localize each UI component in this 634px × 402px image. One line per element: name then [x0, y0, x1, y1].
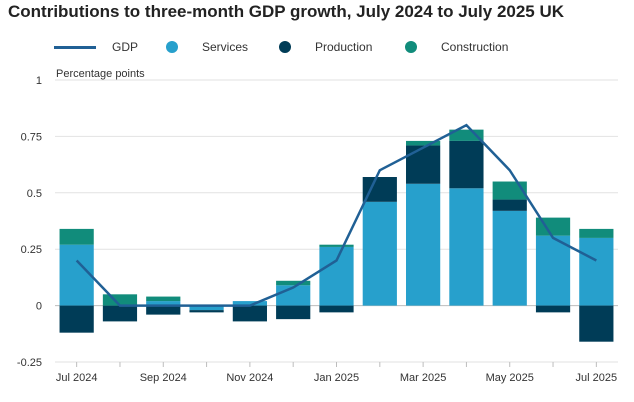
chart-title: Contributions to three-month GDP growth,…: [8, 2, 565, 21]
legend-item-services[interactable]: Services: [166, 40, 248, 54]
y-tick-label: 0.75: [21, 131, 42, 143]
bar-services[interactable]: [189, 305, 224, 311]
bar-construction[interactable]: [449, 129, 484, 141]
y-axis-label: Percentage points: [56, 68, 145, 80]
x-tick-label: Nov 2024: [226, 372, 273, 384]
y-tick-label: 0.5: [27, 188, 42, 200]
bar-construction[interactable]: [579, 228, 614, 238]
bar-construction[interactable]: [276, 280, 311, 286]
bar-services[interactable]: [579, 237, 614, 306]
bar-construction[interactable]: [102, 294, 138, 306]
bar-production[interactable]: [406, 145, 441, 184]
bar-production[interactable]: [59, 305, 94, 333]
bar-construction[interactable]: [319, 244, 354, 247]
bar-services[interactable]: [146, 301, 181, 306]
x-tick-label: Sep 2024: [140, 372, 187, 384]
production-swatch: [279, 41, 291, 53]
bar-production[interactable]: [146, 305, 181, 315]
bar-construction[interactable]: [492, 181, 527, 200]
bar-production[interactable]: [319, 305, 354, 313]
bar-production[interactable]: [579, 305, 614, 342]
gdp-line[interactable]: [75, 123, 597, 307]
legend-label-production: Production: [315, 40, 373, 54]
bar-construction[interactable]: [146, 296, 181, 302]
bar-services[interactable]: [449, 188, 484, 306]
legend-label-construction: Construction: [441, 40, 509, 54]
bar-production[interactable]: [535, 305, 571, 313]
bar-services[interactable]: [319, 246, 354, 306]
bar-production[interactable]: [232, 305, 267, 322]
legend-item-production[interactable]: Production: [279, 40, 372, 54]
bar-production[interactable]: [492, 199, 527, 211]
bar-services[interactable]: [535, 235, 571, 306]
x-tick-label: May 2025: [486, 372, 534, 384]
x-tick-label: Jul 2024: [56, 372, 98, 384]
bar-production[interactable]: [102, 305, 138, 322]
legend-item-construction[interactable]: Construction: [405, 40, 508, 54]
bar-production[interactable]: [362, 177, 397, 202]
bar-services[interactable]: [492, 210, 527, 306]
x-tick-label: Mar 2025: [400, 372, 446, 384]
y-tick-label: -0.25: [17, 357, 42, 369]
legend-label-services: Services: [202, 40, 249, 54]
y-tick-label: 1: [36, 75, 42, 87]
bar-services[interactable]: [406, 183, 441, 306]
services-swatch: [166, 41, 178, 53]
bar-services[interactable]: [362, 201, 397, 306]
bar-construction[interactable]: [535, 217, 571, 236]
legend-label-gdp: GDP: [112, 40, 139, 54]
legend-item-gdp[interactable]: GDP: [54, 40, 138, 54]
chart-legend: GDP Services Production Construction: [0, 40, 634, 60]
x-tick-label: Jan 2025: [314, 372, 359, 384]
bar-services[interactable]: [59, 244, 94, 306]
bar-production[interactable]: [276, 305, 311, 320]
bar-services[interactable]: [232, 301, 267, 306]
bar-construction[interactable]: [406, 140, 441, 146]
bar-construction[interactable]: [59, 228, 94, 245]
x-tick-label: Jul 2025: [576, 372, 618, 384]
y-tick-label: 0: [36, 301, 42, 313]
bar-production[interactable]: [189, 310, 224, 313]
bar-production[interactable]: [449, 140, 484, 189]
construction-swatch: [405, 41, 417, 53]
y-tick-label: 0.25: [21, 244, 42, 256]
gdp-line-swatch: [54, 45, 96, 49]
